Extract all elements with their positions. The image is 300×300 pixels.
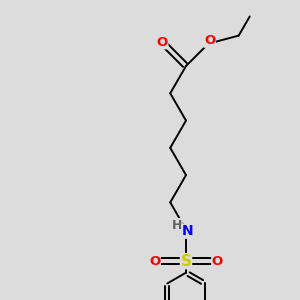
Text: O: O [204,34,215,47]
Text: O: O [149,255,160,268]
Text: O: O [212,255,223,268]
Text: O: O [157,36,168,49]
Text: N: N [182,224,193,238]
Text: S: S [181,254,191,269]
Text: H: H [172,219,182,232]
